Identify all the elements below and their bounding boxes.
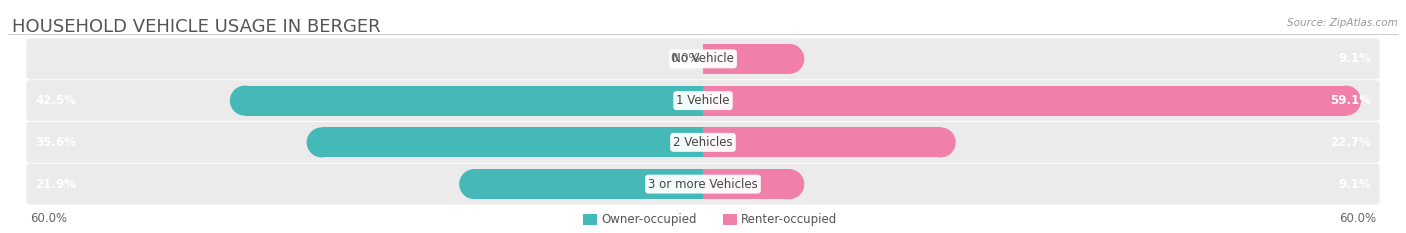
Text: 0.0%: 0.0% xyxy=(671,52,700,65)
Bar xyxy=(703,86,1346,116)
Text: No Vehicle: No Vehicle xyxy=(672,52,734,65)
Bar xyxy=(688,86,703,116)
Bar xyxy=(703,169,789,199)
Text: 2 Vehicles: 2 Vehicles xyxy=(673,136,733,149)
Circle shape xyxy=(925,127,956,158)
Text: 59.1%: 59.1% xyxy=(1330,94,1371,107)
Circle shape xyxy=(229,86,260,116)
Bar xyxy=(703,44,789,74)
Circle shape xyxy=(775,44,804,74)
Bar xyxy=(703,44,718,74)
FancyBboxPatch shape xyxy=(27,164,1379,205)
Text: 42.5%: 42.5% xyxy=(35,94,76,107)
Text: 35.6%: 35.6% xyxy=(35,136,76,149)
Bar xyxy=(703,169,718,199)
FancyBboxPatch shape xyxy=(27,80,1379,121)
Text: 60.0%: 60.0% xyxy=(30,212,67,226)
Text: Source: ZipAtlas.com: Source: ZipAtlas.com xyxy=(1288,18,1398,28)
Text: Renter-occupied: Renter-occupied xyxy=(741,212,837,226)
Bar xyxy=(583,213,598,225)
Text: Owner-occupied: Owner-occupied xyxy=(600,212,696,226)
Text: HOUSEHOLD VEHICLE USAGE IN BERGER: HOUSEHOLD VEHICLE USAGE IN BERGER xyxy=(13,18,381,36)
Text: 1 Vehicle: 1 Vehicle xyxy=(676,94,730,107)
Text: 21.9%: 21.9% xyxy=(35,178,76,191)
FancyBboxPatch shape xyxy=(27,122,1379,163)
Bar xyxy=(723,213,737,225)
Text: 9.1%: 9.1% xyxy=(1339,178,1371,191)
Circle shape xyxy=(307,127,336,158)
Circle shape xyxy=(1331,86,1361,116)
Text: 9.1%: 9.1% xyxy=(1339,52,1371,65)
Text: 3 or more Vehicles: 3 or more Vehicles xyxy=(648,178,758,191)
Bar xyxy=(703,127,941,158)
Bar xyxy=(703,86,718,116)
Circle shape xyxy=(775,169,804,199)
Bar xyxy=(322,127,703,158)
Bar xyxy=(245,86,703,116)
FancyBboxPatch shape xyxy=(27,38,1379,79)
Bar xyxy=(703,127,718,158)
Text: 60.0%: 60.0% xyxy=(1339,212,1376,226)
Bar xyxy=(688,169,703,199)
Bar xyxy=(474,169,703,199)
Bar xyxy=(688,127,703,158)
Circle shape xyxy=(460,169,489,199)
Text: 22.7%: 22.7% xyxy=(1330,136,1371,149)
